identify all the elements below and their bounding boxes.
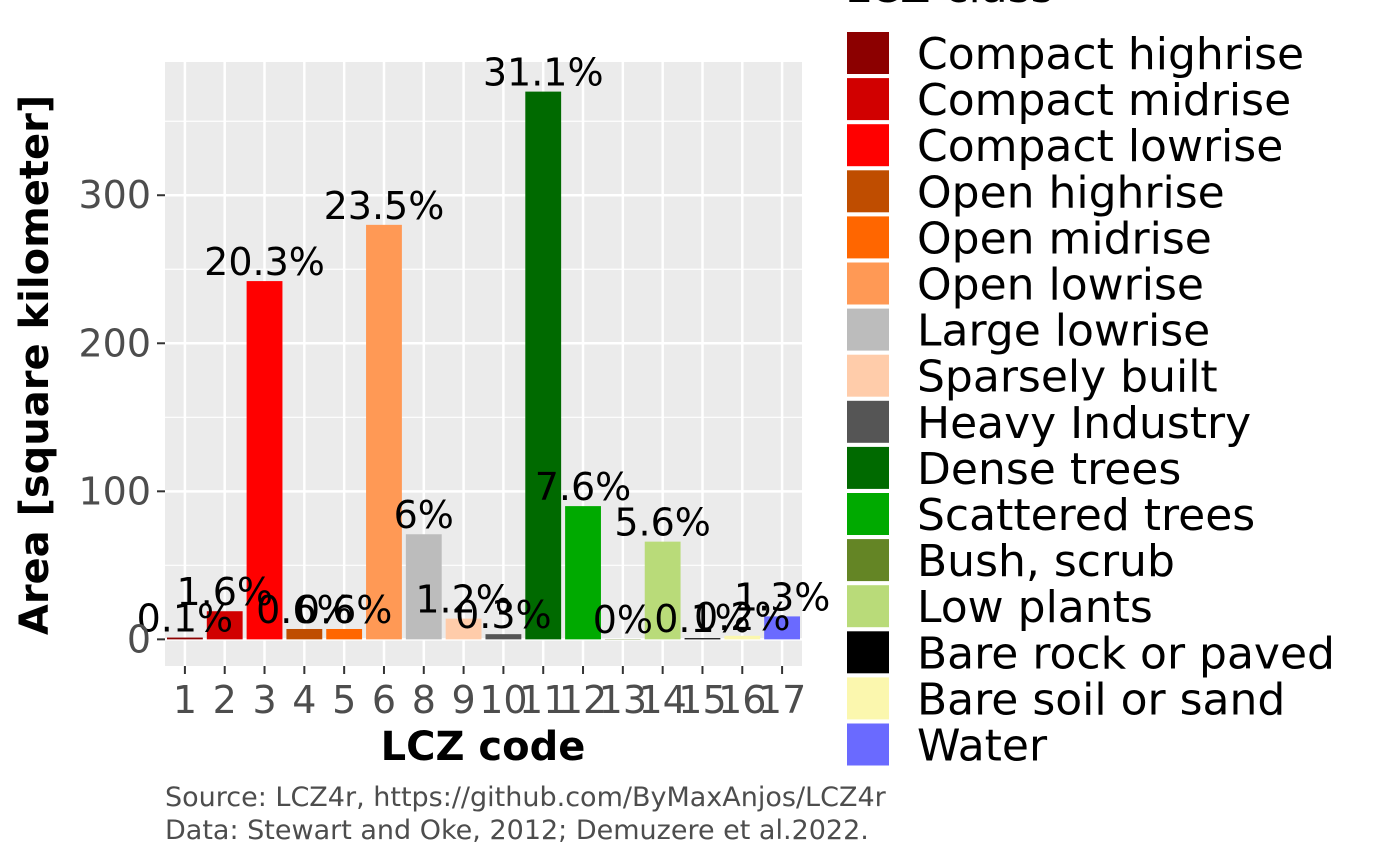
bar-lcz-9	[445, 618, 482, 640]
legend-label: Open highrise	[917, 167, 1225, 218]
legend-label: Large lowrise	[917, 306, 1210, 357]
legend-label: Low plants	[917, 582, 1153, 633]
legend-label: Water	[917, 721, 1048, 772]
legend-key	[847, 585, 889, 628]
x-tick-label: 5	[332, 678, 356, 722]
x-tick-label: 9	[452, 678, 476, 722]
x-tick-label: 16	[718, 678, 766, 722]
bar-lcz-17	[764, 616, 801, 640]
bar-value-label: 0.3%	[455, 593, 552, 637]
bar-lcz-2	[206, 611, 243, 640]
bar-value-label: 0.2%	[694, 595, 791, 639]
bar-value-label: 0.6%	[296, 588, 393, 632]
bar-value-label: 1.2%	[415, 578, 512, 622]
bar-value-label: 1.6%	[176, 570, 273, 614]
bar-lcz-4	[286, 628, 323, 640]
legend-key	[847, 677, 889, 720]
legend-key	[847, 446, 889, 489]
bar-lcz-12	[565, 506, 601, 640]
x-tick-label: 4	[292, 678, 316, 722]
legend-key	[847, 493, 889, 535]
bar-value-label: 1.3%	[734, 575, 831, 619]
caption-source: Source: LCZ4r, https://github.com/ByMaxA…	[165, 782, 886, 813]
bar-labels-group: 0.1%1.6%20.3%0.6%0.6%23.5%6%1.2%0.3%31.1…	[137, 51, 831, 642]
y-tick-label: 200	[78, 321, 151, 365]
x-tick-label: 14	[638, 678, 686, 722]
bar-value-label: 7.6%	[535, 465, 632, 509]
bar-value-label: 0%	[593, 598, 653, 642]
legend-key	[847, 262, 889, 305]
bar-value-label: 0.6%	[256, 588, 353, 632]
bar-lcz-14	[644, 541, 681, 640]
legend-label: Bush, scrub	[917, 536, 1175, 587]
legend-key	[847, 631, 889, 674]
bar-lcz-3	[246, 281, 283, 640]
y-tick-label: 0	[127, 617, 151, 661]
legend-label: Dense trees	[917, 444, 1181, 495]
x-tick-label: 6	[372, 678, 396, 722]
bar-lcz-5	[326, 628, 363, 640]
x-axis-title: LCZ code	[381, 724, 586, 770]
bar-value-label: 0.1%	[137, 597, 234, 641]
legend-key	[847, 723, 889, 766]
x-tick-label: 3	[252, 678, 276, 722]
legend-label: Open midrise	[917, 213, 1212, 264]
legend-label: Scattered trees	[917, 490, 1255, 541]
legend-key	[847, 308, 889, 351]
legend-label: Sparsely built	[917, 352, 1218, 403]
legend-label: Open lowrise	[917, 260, 1204, 311]
y-tick-label: 300	[78, 173, 151, 217]
bar-value-label: 31.1%	[483, 51, 604, 95]
legend-key	[847, 354, 889, 397]
x-tick-label: 8	[412, 678, 436, 722]
bar-value-label: 20.3%	[204, 240, 325, 284]
bar-lcz-6	[366, 224, 402, 640]
x-tick-label: 13	[599, 678, 647, 722]
bar-lcz-15	[684, 638, 721, 640]
legend-label: Compact midrise	[917, 75, 1291, 126]
legend-title: LCZ class	[845, 0, 1054, 13]
legend-key	[847, 400, 889, 443]
x-tick-label: 15	[678, 678, 726, 722]
legend-key	[847, 32, 889, 74]
bar-value-label: 6%	[394, 493, 454, 537]
bar-lcz-16	[724, 635, 761, 640]
legend-label: Bare soil or sand	[917, 674, 1285, 725]
legend-label: Compact lowrise	[917, 121, 1283, 172]
x-tick-label: 17	[758, 678, 806, 722]
y-axis-title: Area [square kilometer]	[12, 95, 58, 635]
bar-lcz-11	[525, 91, 562, 640]
bars-group	[166, 91, 801, 640]
bar-lcz-1	[166, 637, 203, 640]
caption-data: Data: Stewart and Oke, 2012; Demuzere et…	[165, 815, 869, 846]
y-tick-label: 100	[78, 469, 151, 513]
bar-value-label: 23.5%	[324, 184, 445, 228]
x-tick-label: 2	[213, 678, 237, 722]
legend-label: Bare rock or paved	[917, 628, 1335, 679]
bar-lcz-8	[405, 534, 442, 640]
x-tick-label: 11	[519, 678, 567, 722]
legend-key	[847, 170, 889, 213]
y-axis: 0 100 200 300	[78, 173, 165, 661]
bar-lcz-10	[485, 634, 522, 640]
x-tick-label: 10	[479, 678, 527, 722]
legend-label: Compact highrise	[917, 29, 1304, 80]
x-tick-label: 1	[173, 678, 197, 722]
legend-key	[847, 216, 889, 259]
bar-value-label: 0.1%	[654, 597, 751, 641]
legend-label: Heavy Industry	[917, 398, 1251, 449]
bar-value-label: 5.6%	[614, 501, 711, 545]
legend-key	[847, 539, 889, 582]
legend-key	[847, 78, 889, 121]
legend-key	[847, 124, 889, 167]
x-tick-label: 12	[559, 678, 607, 722]
